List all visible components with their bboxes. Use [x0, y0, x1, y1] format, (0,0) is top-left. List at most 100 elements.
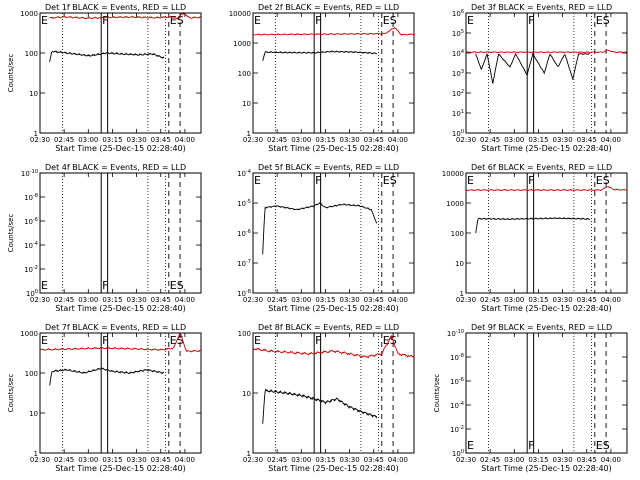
y-tick-label: 10 [242, 390, 251, 398]
x-tick-label: 02:30 [243, 456, 263, 464]
x-tick-label: 02:45 [54, 136, 74, 144]
event-marker-e: E [41, 334, 48, 347]
event-marker-es: ES [383, 174, 397, 187]
x-axis-label: Start Time (25-Dec-15 02:28:40) [268, 144, 399, 153]
event-marker-es: ES [383, 14, 397, 27]
series-lld-line [465, 186, 628, 192]
y-axis-label: Counts/sec [7, 54, 15, 93]
y-tick-label: 102 [452, 89, 464, 98]
x-tick-label: 03:00 [291, 296, 311, 304]
x-tick-label: 02:30 [30, 136, 50, 144]
event-marker-e: E [467, 174, 474, 187]
x-tick-label: 02:30 [243, 136, 263, 144]
x-tick-label: 03:00 [78, 456, 98, 464]
x-tick-label: 03:15 [528, 296, 548, 304]
x-tick-label: 04:00 [388, 296, 408, 304]
x-axis-label: Start Time (25-Dec-15 02:28:40) [481, 304, 612, 313]
y-tick-label: 10-4 [450, 401, 464, 410]
y-tick-label: 10-6 [24, 217, 38, 226]
y-tick-label: 1000 [446, 200, 464, 208]
x-tick-label: 02:45 [267, 456, 287, 464]
plot-frame [465, 12, 628, 134]
x-tick-label: 03:15 [528, 136, 548, 144]
x-tick-label: 02:45 [267, 296, 287, 304]
x-tick-label: 03:45 [577, 296, 597, 304]
y-tick-label: 1000 [233, 40, 251, 48]
x-tick-label: 03:15 [315, 296, 335, 304]
event-marker-e: E [254, 14, 261, 27]
chart-title: Det 1f BLACK = Events, RED = LLD [45, 3, 186, 12]
x-tick-label: 04:00 [175, 456, 195, 464]
x-tick-label: 03:45 [364, 136, 384, 144]
x-tick-label: 03:15 [315, 456, 335, 464]
chart-panel-1: Det 1f BLACK = Events, RED = LLD 02:30 02:… [7, 3, 202, 153]
x-tick-label: 02:45 [54, 456, 74, 464]
y-tick-label: 10-8 [24, 193, 38, 202]
y-tick-label: 10-4 [24, 241, 38, 250]
event-marker-es: ES [596, 14, 610, 27]
x-tick-label: 03:45 [577, 456, 597, 464]
x-tick-label: 02:30 [30, 456, 50, 464]
plot-frame [39, 332, 202, 454]
y-tick-label: 1 [460, 290, 464, 298]
x-tick-label: 04:00 [601, 136, 621, 144]
event-marker-f: F [528, 14, 534, 27]
x-tick-label: 03:30 [127, 456, 147, 464]
y-tick-label: 10-6 [450, 377, 464, 386]
chart-title: Det 4f BLACK = Events, RED = LLD [45, 163, 186, 172]
x-tick-label: 03:15 [102, 296, 122, 304]
x-tick-label: 03:30 [553, 456, 573, 464]
x-tick-label: 03:00 [78, 136, 98, 144]
x-axis-label: Start Time (25-Dec-15 02:28:40) [55, 304, 186, 313]
x-tick-label: 03:30 [340, 136, 360, 144]
x-axis-label: Start Time (25-Dec-15 02:28:40) [481, 464, 612, 473]
event-marker-e: E [467, 439, 474, 452]
event-marker-f: F [315, 334, 321, 347]
event-marker-e: E [41, 279, 48, 292]
chart-panel-7: Det 7f BLACK = Events, RED = LLD 02:30 02:… [7, 323, 202, 473]
y-tick-label: 100 [238, 70, 251, 78]
x-tick-label: 02:30 [30, 296, 50, 304]
y-tick-label: 10 [29, 410, 38, 418]
event-marker-f: F [315, 14, 321, 27]
x-tick-label: 03:45 [151, 136, 171, 144]
x-tick-label: 04:00 [388, 456, 408, 464]
x-tick-label: 03:00 [504, 296, 524, 304]
y-tick-label: 1000 [20, 10, 38, 18]
y-tick-label: 1000 [20, 330, 38, 338]
plot-frame [252, 172, 415, 294]
x-tick-label: 03:30 [340, 296, 360, 304]
plot-frame [465, 172, 628, 294]
y-tick-label: 106 [452, 9, 464, 18]
event-marker-f: F [102, 279, 108, 292]
series-lld-line [252, 335, 415, 359]
event-marker-e: E [467, 14, 474, 27]
x-axis-label: Start Time (25-Dec-15 02:28:40) [268, 304, 399, 313]
x-axis-label: Start Time (25-Dec-15 02:28:40) [55, 144, 186, 153]
y-tick-label: 100 [451, 230, 464, 238]
y-axis-label: Counts/sec [7, 214, 15, 253]
event-marker-e: E [254, 334, 261, 347]
event-marker-e: E [41, 14, 48, 27]
x-tick-label: 02:30 [243, 296, 263, 304]
y-tick-label: 10-7 [237, 259, 251, 268]
y-axis-label: Counts/sec [7, 374, 15, 413]
y-tick-label: 10-4 [237, 169, 251, 178]
x-tick-label: 03:15 [315, 136, 335, 144]
y-tick-label: 10 [29, 90, 38, 98]
series-lld-line [252, 27, 415, 36]
y-tick-label: 100 [26, 289, 38, 298]
y-tick-label: 10-5 [237, 199, 251, 208]
x-tick-label: 03:30 [553, 296, 573, 304]
series-events-line [475, 52, 591, 84]
chart-panel-8: Det 8f BLACK = Events, RED = LLD 02:30 02:… [238, 323, 415, 473]
y-tick-label: 10-8 [450, 353, 464, 362]
chart-title: Det 5f BLACK = Events, RED = LLD [258, 163, 399, 172]
y-tick-label: 1 [34, 130, 38, 138]
series-lld-line [465, 49, 627, 54]
x-tick-label: 03:30 [127, 136, 147, 144]
x-tick-label: 03:45 [577, 136, 597, 144]
x-tick-label: 03:45 [364, 296, 384, 304]
event-marker-f: F [315, 174, 321, 187]
